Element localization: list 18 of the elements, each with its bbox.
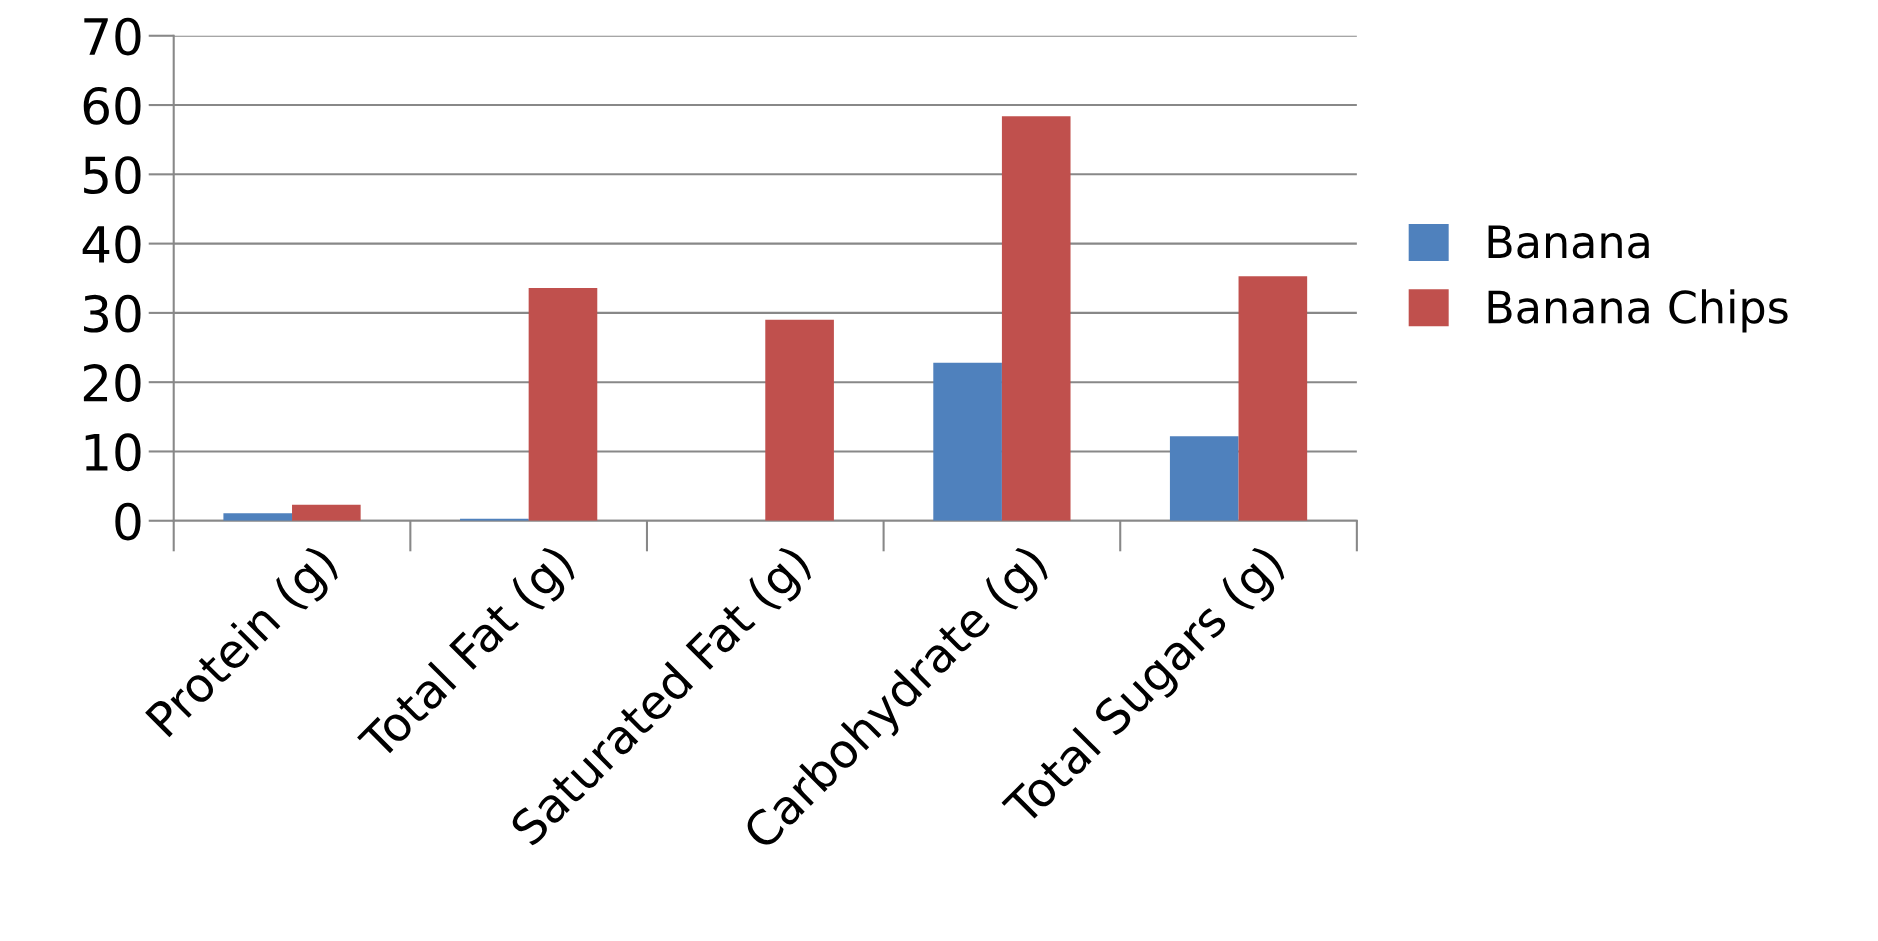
legend-label: Banana bbox=[1488, 225, 1649, 259]
y-tick-label: 20 bbox=[83, 364, 141, 402]
bar bbox=[292, 504, 361, 521]
y-tick-label: 40 bbox=[82, 225, 141, 264]
legend-label: Banana Chips bbox=[1488, 289, 1788, 333]
bar bbox=[933, 362, 1002, 521]
y-tick-label: 70 bbox=[84, 17, 141, 56]
bar bbox=[765, 319, 834, 521]
y-tick-label: 0 bbox=[115, 502, 141, 541]
bar bbox=[223, 513, 293, 521]
bar bbox=[1169, 436, 1239, 521]
y-tick-label: 30 bbox=[84, 294, 141, 333]
bar bbox=[528, 287, 598, 521]
bar bbox=[1001, 116, 1071, 521]
y-tick-label: 10 bbox=[85, 433, 141, 472]
bar bbox=[1238, 276, 1308, 521]
y-tick-label: 60 bbox=[83, 86, 141, 125]
y-tick-label: 50 bbox=[84, 156, 141, 195]
